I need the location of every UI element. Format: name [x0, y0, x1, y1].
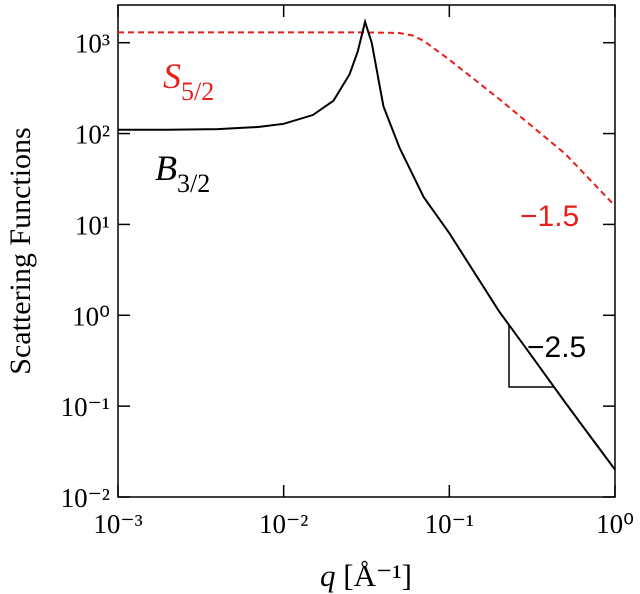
y-tick-label: 10³ [75, 29, 110, 59]
y-tick-label: 10⁻¹ [61, 392, 110, 422]
y-tick-label: 10⁻² [61, 483, 110, 513]
series-label: S5/2 [163, 56, 214, 106]
x-label-unit: [Å⁻¹] [343, 558, 412, 593]
x-tick-label: 10⁻³ [93, 509, 142, 539]
series-label: B3/2 [155, 148, 210, 198]
series-name: B [155, 148, 177, 188]
y-axis-label: Scattering Functions [4, 127, 37, 374]
series-line [118, 18, 616, 471]
y-tick-label: 10⁰ [72, 301, 110, 331]
series-subscript: 5/2 [181, 77, 214, 106]
plot-frame [117, 4, 616, 498]
x-label-symbol: q [320, 558, 336, 593]
x-tick-label: 10⁰ [596, 509, 634, 539]
series-name: S [163, 56, 181, 96]
series-line [118, 31, 616, 207]
slope-label: −1.5 [520, 200, 579, 233]
x-axis-label: q [Å⁻¹] [320, 558, 412, 593]
y-tick-label: 10² [75, 120, 110, 150]
x-tick-label: 10⁻¹ [425, 509, 474, 539]
slope-triangle [508, 325, 555, 388]
x-tick-label: 10⁻² [259, 509, 308, 539]
series-subscript: 3/2 [177, 169, 210, 198]
slope-label: −2.5 [527, 331, 586, 364]
y-tick-label: 10¹ [75, 210, 110, 240]
